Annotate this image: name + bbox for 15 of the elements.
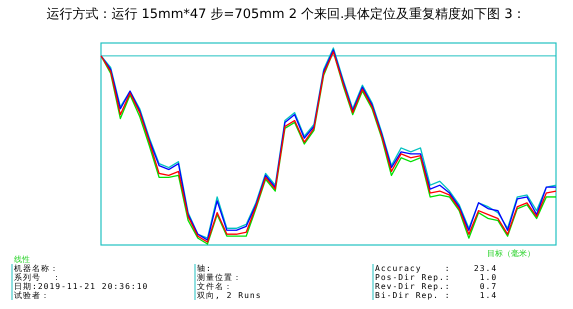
chart-title: 运行方式：运行 15mm*47 步=705mm 2 个来回.具体定位及重复精度如下图 3： [46, 6, 526, 22]
text: 试验者： [14, 291, 50, 300]
text: 机器名称： [14, 264, 59, 273]
x-axis-title: 目标（毫米） [487, 249, 535, 258]
text: Accuracy : 23.4 [375, 264, 498, 273]
text: 测量位置： [197, 273, 242, 282]
text: Bi-Dir Rep. : 1.4 [375, 291, 498, 300]
text: Pos-Dir Rep.: 1.0 [375, 273, 498, 282]
text: 系列号 ： [14, 273, 62, 282]
text: 日期:2019-11-21 20:36:10 [14, 282, 148, 291]
text: Rev-Dir Rep.: 0.7 [375, 282, 498, 291]
text: 轴: [197, 264, 212, 273]
text: 双向, 2 Runs [197, 291, 262, 300]
text: 文件名： [197, 282, 233, 291]
text: 线性 [14, 255, 30, 264]
